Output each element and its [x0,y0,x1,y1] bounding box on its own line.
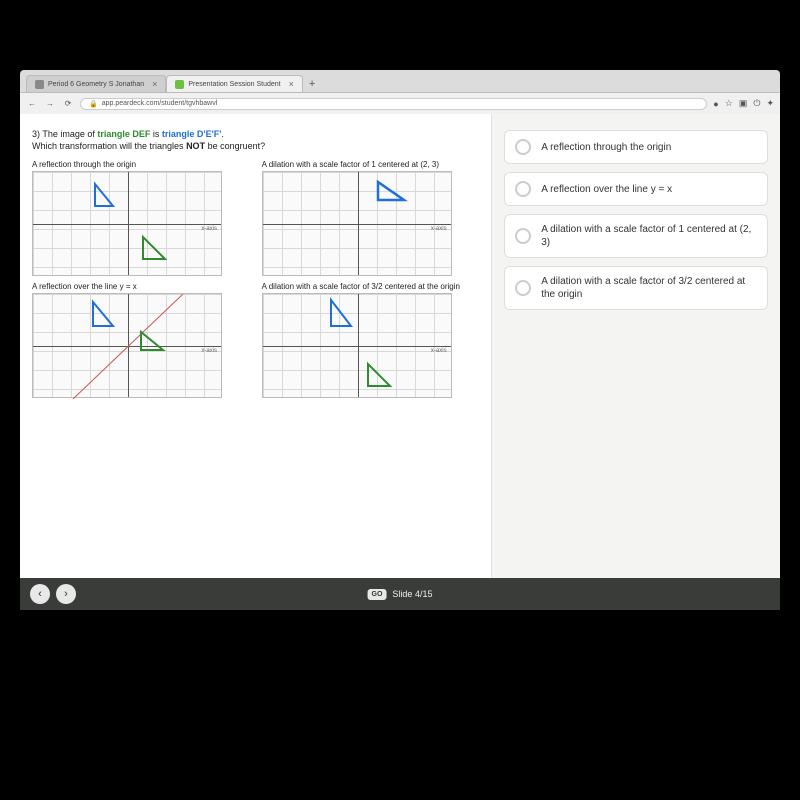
graph-c-svg [33,294,223,399]
graph-b: x-axis [262,171,452,276]
bottom-bar: ‹ › GO Slide 4/15 [20,578,780,610]
new-tab-button[interactable]: + [303,76,321,92]
star-icon[interactable]: ☆ [725,98,733,109]
x-axis-label: x-axis [431,226,447,232]
graph-a-svg [33,172,223,277]
answer-option-a[interactable]: A reflection through the origin [504,130,768,164]
triangle-def-label: triangle DEF [97,129,150,139]
close-icon[interactable]: × [289,79,294,89]
not-emphasis: NOT [186,141,205,151]
tab-geometry[interactable]: Period 6 Geometry S Jonathan × [26,75,166,92]
favicon-icon [175,80,184,89]
dot-icon[interactable]: ● [713,99,718,109]
answer-text: A reflection over the line y = x [541,183,672,196]
answer-text: A dilation with a scale factor of 1 cent… [541,223,757,249]
power-icon[interactable]: ⏻ [753,98,760,109]
reload-button[interactable]: ⟳ [62,99,74,108]
graph-b-svg [263,172,453,277]
answer-option-b[interactable]: A reflection over the line y = x [504,172,768,206]
x-axis-label: x-axis [201,348,217,354]
radio-icon [515,228,531,244]
answer-option-d[interactable]: A dilation with a scale factor of 3/2 ce… [504,266,768,310]
graph-c: x-axis [32,293,222,398]
favicon-icon [35,80,44,89]
graph-d: x-axis [262,293,452,398]
graph-grid: A reflection through the origin x-axis A… [32,160,481,398]
answer-text: A dilation with a scale factor of 3/2 ce… [541,275,757,301]
peardeck-viewport: 3) The image of triangle DEF is triangle… [20,114,780,578]
x-axis-label: x-axis [431,348,447,354]
answer-text: A reflection through the origin [541,141,671,154]
go-button[interactable]: GO [368,589,387,600]
graph-label-a: A reflection through the origin [32,160,252,169]
toolbar-right: ● ☆ ▣ ⏻ ✦ [713,98,774,109]
graph-label-d: A dilation with a scale factor of 3/2 ce… [262,282,482,291]
triangle-image-label: triangle D'E'F' [162,129,221,139]
ext-icon[interactable]: ▣ [739,98,748,109]
answer-option-c[interactable]: A dilation with a scale factor of 1 cent… [504,214,768,258]
forward-button[interactable]: → [44,99,56,108]
browser-chrome: Period 6 Geometry S Jonathan × Presentat… [20,70,780,114]
radio-icon [515,280,531,296]
laptop-screen: Period 6 Geometry S Jonathan × Presentat… [20,70,780,610]
tab-peardeck[interactable]: Presentation Session Student × [166,75,303,92]
radio-icon [515,181,531,197]
nav-controls: ‹ › [20,584,76,604]
graph-label-c: A reflection over the line y = x [32,282,252,291]
lock-icon: 🔒 [89,100,98,108]
next-slide-button[interactable]: › [56,584,76,604]
close-icon[interactable]: × [152,79,157,89]
question-prompt: 3) The image of triangle DEF is triangle… [32,128,481,152]
graph-option-a: A reflection through the origin x-axis [32,160,252,276]
slide-count: Slide 4/15 [392,589,432,599]
tab-title: Period 6 Geometry S Jonathan [48,81,144,88]
toolbar: ← → ⟳ 🔒 app.peardeck.com/student/tgvhbaw… [20,92,780,114]
slide-indicator: GO Slide 4/15 [368,589,433,600]
question-number: 3) [32,129,40,139]
graph-label-b: A dilation with a scale factor of 1 cent… [262,160,482,169]
x-axis-label: x-axis [201,226,217,232]
url-text: app.peardeck.com/student/tgvhbawvl [102,100,218,107]
graph-a: x-axis [32,171,222,276]
back-button[interactable]: ← [26,99,38,108]
graph-option-b: A dilation with a scale factor of 1 cent… [262,160,482,276]
graph-option-d: A dilation with a scale factor of 3/2 ce… [262,282,482,398]
radio-icon [515,139,531,155]
answer-pane: A reflection through the origin A reflec… [491,114,780,578]
graph-option-c: A reflection over the line y = x x-axis [32,282,252,398]
tab-strip: Period 6 Geometry S Jonathan × Presentat… [20,70,780,92]
puzzle-icon[interactable]: ✦ [766,98,774,109]
graph-d-svg [263,294,453,399]
prev-slide-button[interactable]: ‹ [30,584,50,604]
question-pane: 3) The image of triangle DEF is triangle… [20,114,491,578]
tab-title: Presentation Session Student [188,81,280,88]
address-bar[interactable]: 🔒 app.peardeck.com/student/tgvhbawvl [80,98,707,110]
